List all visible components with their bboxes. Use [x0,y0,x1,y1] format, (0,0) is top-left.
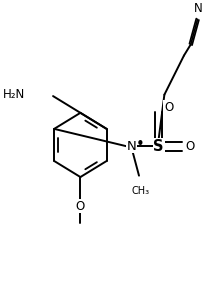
Text: O: O [76,200,85,213]
Text: O: O [185,140,195,153]
Text: CH₃: CH₃ [131,186,150,196]
Text: O: O [164,101,173,114]
Text: •: • [135,137,144,151]
Text: H₂N: H₂N [3,88,25,101]
Text: N: N [194,2,202,15]
Text: N: N [126,140,136,153]
Text: S: S [153,139,164,154]
